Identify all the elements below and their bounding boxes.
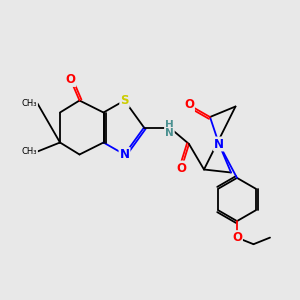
Text: O: O <box>232 231 242 244</box>
Text: CH₃: CH₃ <box>22 99 38 108</box>
Text: H: H <box>165 119 174 130</box>
Text: N: N <box>119 148 130 161</box>
Text: O: O <box>65 73 76 86</box>
Text: N: N <box>165 128 174 138</box>
Text: N: N <box>214 137 224 151</box>
Text: CH₃: CH₃ <box>22 147 38 156</box>
Text: O: O <box>176 161 187 175</box>
Text: S: S <box>120 94 129 107</box>
Text: O: O <box>184 98 194 112</box>
